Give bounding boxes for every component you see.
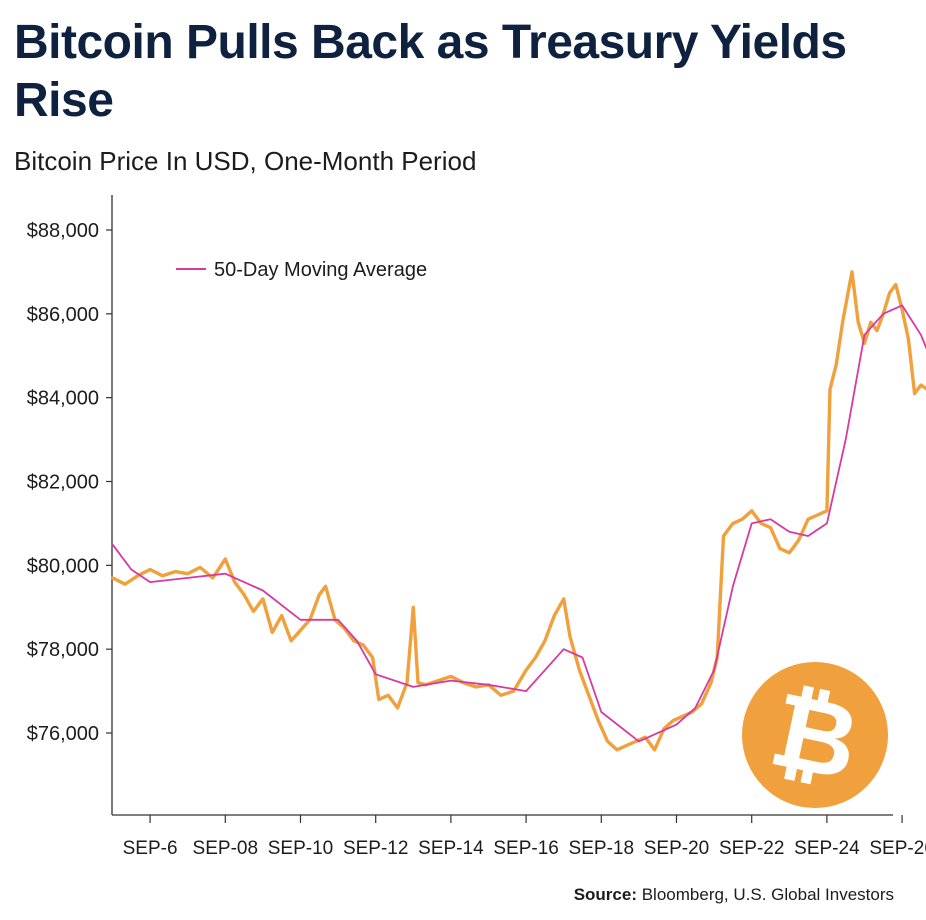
x-tick-label: SEP-14 — [418, 838, 484, 859]
y-tick-label: $86,000 — [27, 304, 99, 326]
x-tick-label: SEP-26 — [869, 838, 926, 859]
x-tick-label: SEP-24 — [794, 838, 860, 859]
y-tick-label: $76,000 — [27, 723, 99, 745]
y-tick-label: $84,000 — [27, 388, 99, 410]
x-tick-label: SEP-12 — [343, 838, 408, 859]
bitcoin-logo-circle — [742, 662, 888, 808]
y-tick-label: $78,000 — [27, 639, 99, 661]
x-tick-label: SEP-08 — [193, 838, 258, 859]
y-tick-label: $80,000 — [27, 555, 99, 577]
y-tick-label: $82,000 — [27, 472, 99, 494]
series-layer — [110, 270, 926, 752]
bitcoin-price-chart: $76,000 $78,000 $80,000 $82,000 $84,000 $86,0… — [27, 195, 926, 859]
bitcoin-logo-icon: ₿ — [742, 662, 888, 808]
source-text: Bloomberg, U.S. Global Investors — [641, 885, 894, 904]
y-tick-label: $88,000 — [27, 220, 99, 242]
x-tick-label: SEP-16 — [493, 838, 558, 859]
x-tick-label: SEP-20 — [644, 838, 709, 859]
x-axis: SEP-6 SEP-08 SEP-10 SEP-12 SEP-14 SEP-16 SEP-1… — [112, 814, 926, 859]
chart-subtitle: Bitcoin Price In USD, One-Month Period — [14, 146, 477, 176]
y-axis: $76,000 $78,000 $80,000 $82,000 $84,000 $86,0… — [27, 195, 113, 815]
x-tick-label: SEP-18 — [569, 838, 634, 859]
price-series-line — [110, 270, 926, 752]
x-tick-label: SEP-10 — [268, 838, 333, 859]
source-note: Source: Bloomberg, U.S. Global Investors — [574, 885, 894, 905]
legend-label-moving-average: 50-Day Moving Average — [214, 259, 427, 281]
page-title: Bitcoin Pulls Back as Treasury Yields Ri… — [14, 16, 847, 127]
source-label: Source: — [573, 885, 637, 904]
x-tick-label: SEP-22 — [719, 838, 784, 859]
moving-average-line — [111, 304, 926, 743]
x-tick-label: SEP-6 — [123, 838, 178, 859]
legend: 50-Day Moving Average — [176, 259, 427, 281]
